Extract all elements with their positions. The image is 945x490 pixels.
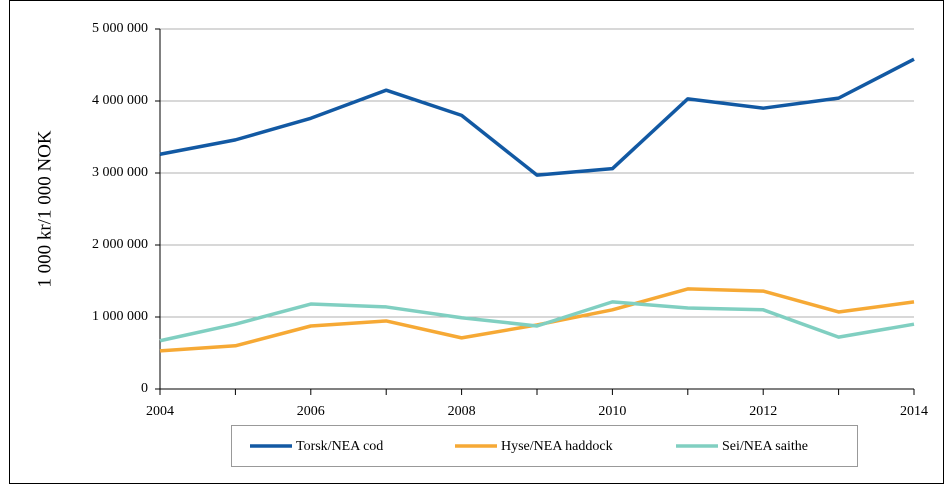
x-tick-label: 2008 [448,404,476,419]
series-line [159,300,915,343]
legend [231,425,858,467]
y-tick-label: 2 000 000 [92,237,148,252]
x-tick-label: 2014 [900,404,928,419]
series-line [159,57,915,177]
y-tick-label: 4 000 000 [92,93,148,108]
legend-label: Hyse/NEA haddock [501,439,613,454]
legend-label: Torsk/NEA cod [296,439,383,454]
y-axis-label: 1 000 kr/1 000 NOK [34,130,55,288]
y-tick-label: 3 000 000 [92,165,148,180]
y-tick-label: 0 [141,381,148,396]
x-tick-label: 2006 [297,404,325,419]
x-tick-label: 2010 [598,404,626,419]
frame [9,0,944,484]
series-line [159,287,915,353]
y-tick-label: 5 000 000 [92,21,148,36]
y-tick-label: 1 000 000 [92,309,148,324]
x-tick-label: 2004 [146,404,174,419]
x-tick-label: 2012 [749,404,777,419]
legend-label: Sei/NEA saithe [722,439,808,454]
